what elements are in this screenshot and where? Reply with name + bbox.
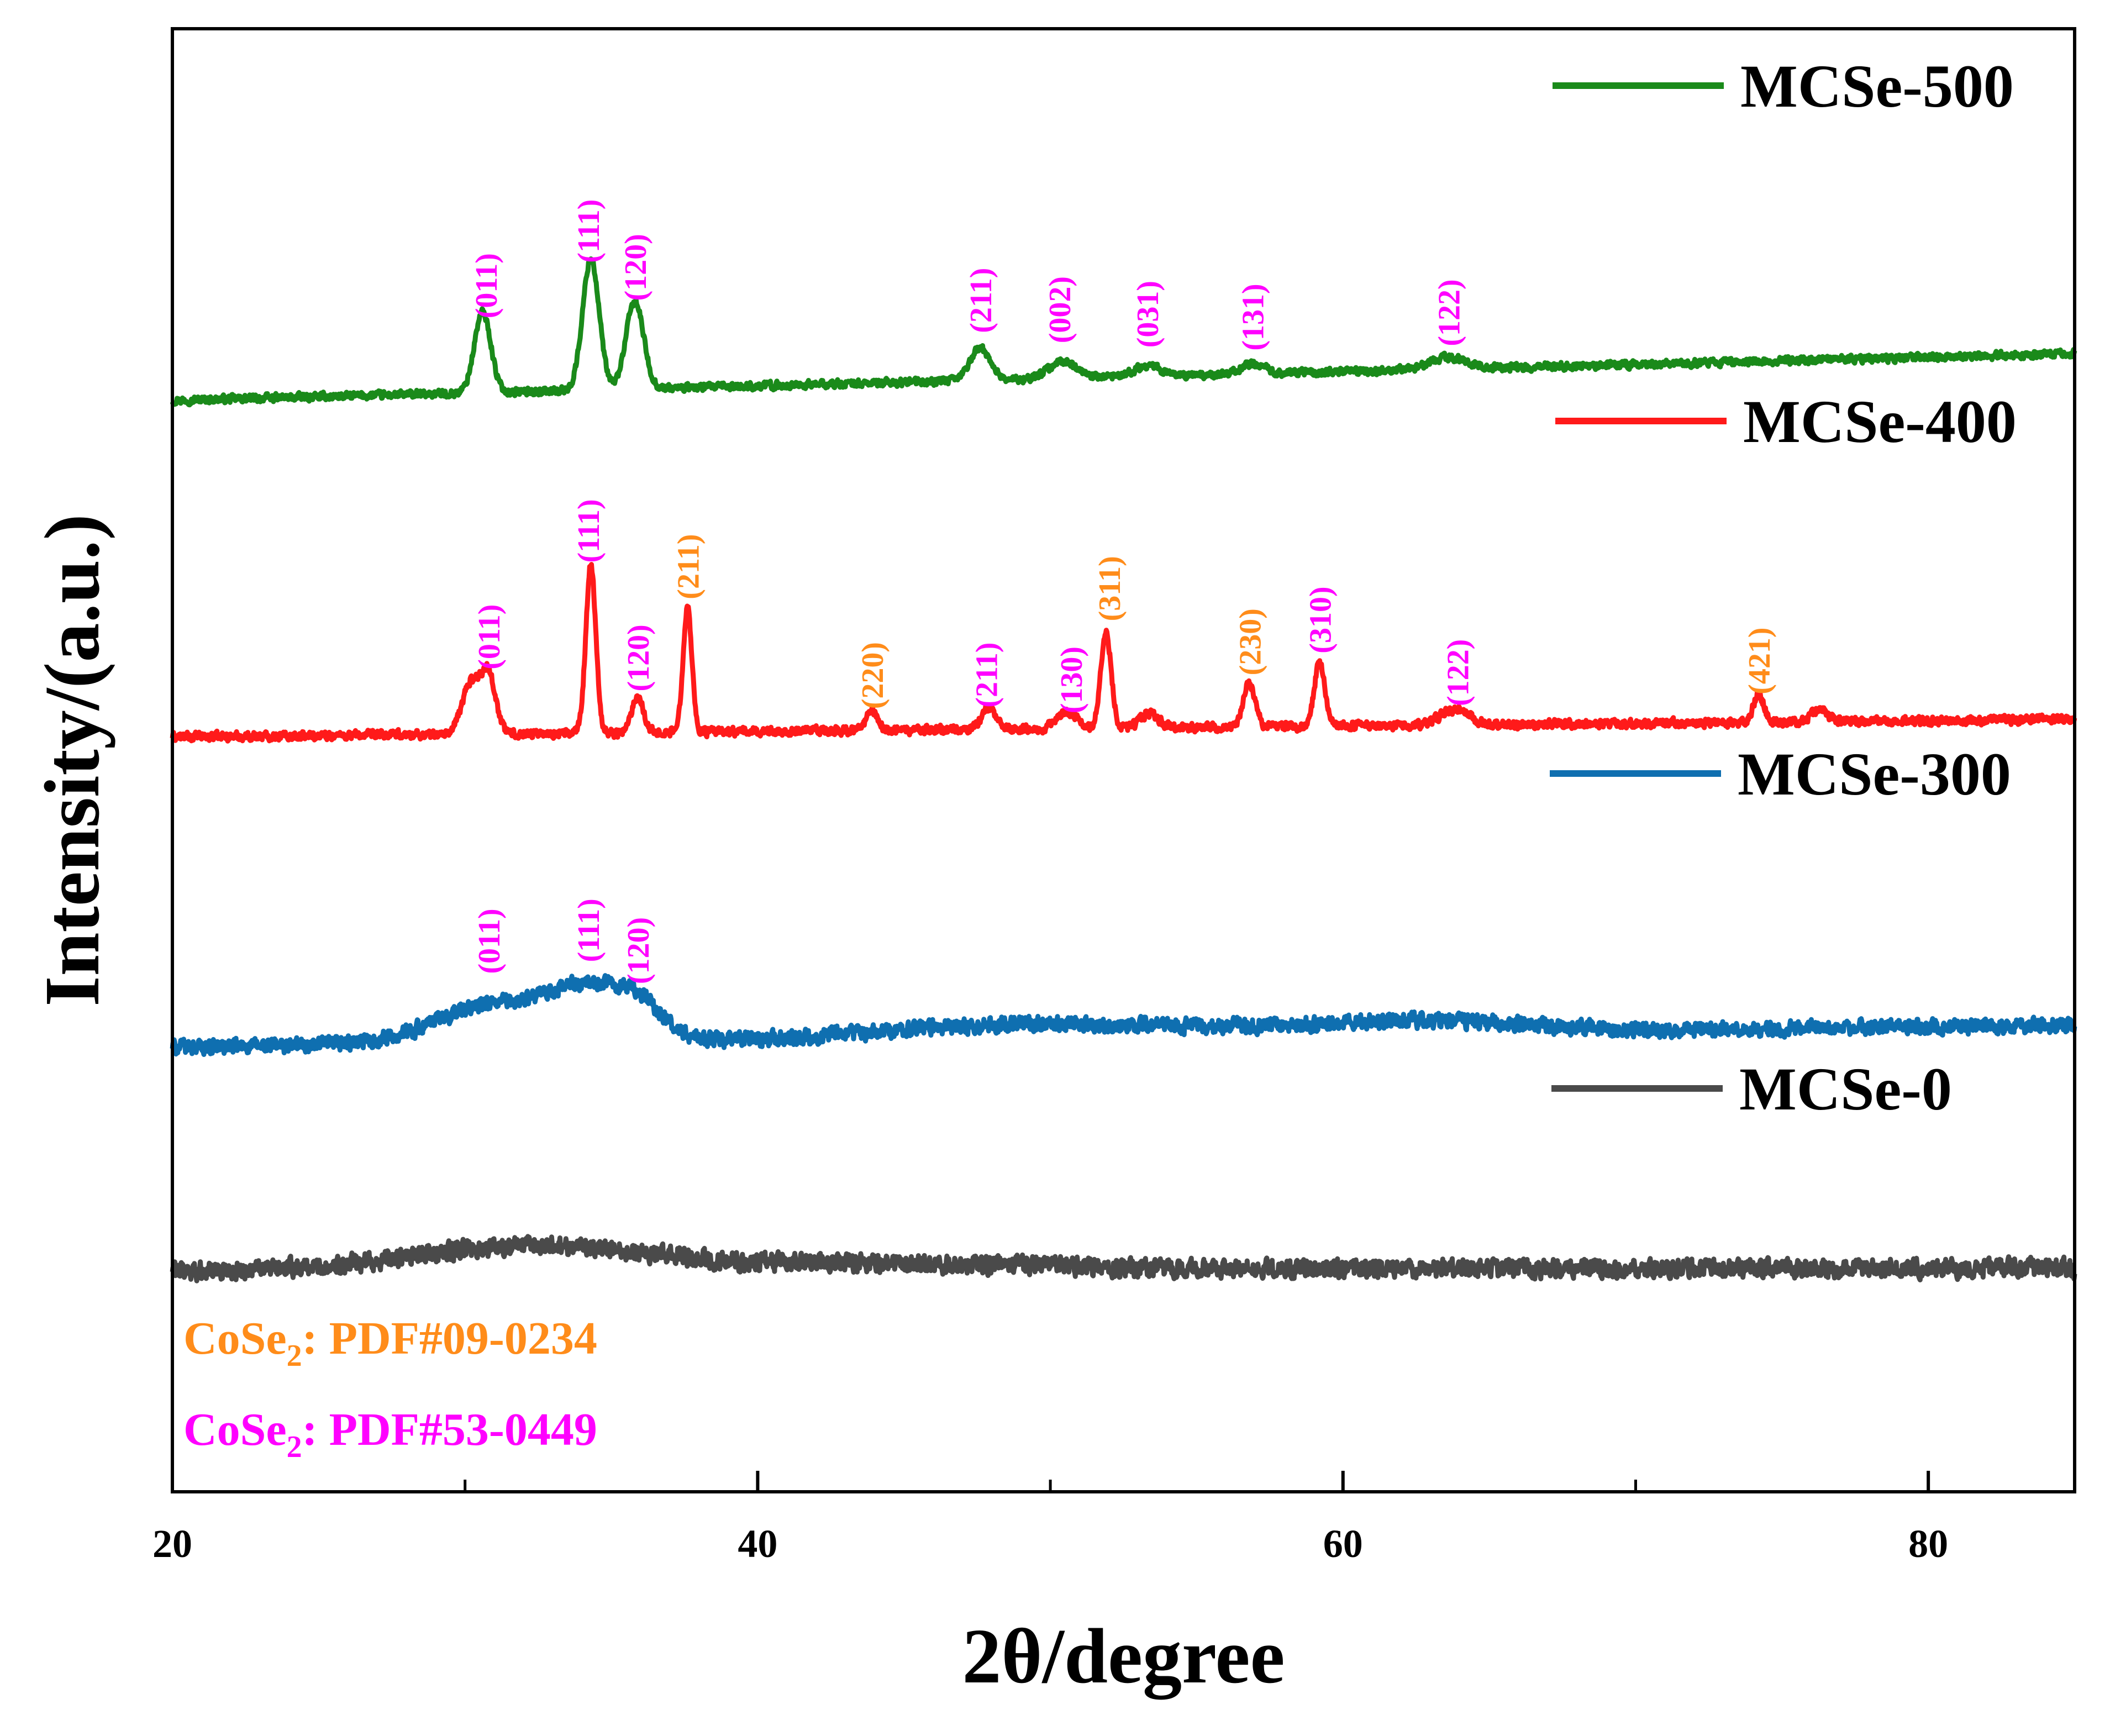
peak-label: (111) xyxy=(572,499,606,562)
y-axis-title: Intensity/(a.u.) xyxy=(28,514,115,1007)
peak-label: (011) xyxy=(472,908,507,974)
series-line-mcse-300 xyxy=(170,973,2077,1057)
peak-label: (220) xyxy=(856,642,890,709)
legend-entry-mcse-500: MCSe-500 xyxy=(1553,52,2014,120)
peak-label: (211) xyxy=(970,642,1004,707)
legend-entry-mcse-0: MCSe-0 xyxy=(1551,1055,1952,1123)
reference-note: CoSe2: PDF#53-0449 xyxy=(183,1404,597,1464)
peak-label: (131) xyxy=(1236,283,1271,350)
reference-note-card: : PDF#53-0449 xyxy=(302,1404,597,1455)
reference-note-subscript: 2 xyxy=(287,1430,302,1464)
peak-label: (011) xyxy=(472,604,507,670)
x-axis-title: 2θ/degree xyxy=(962,1612,1285,1700)
peak-label: (122) xyxy=(1441,639,1475,706)
peak-label: (002) xyxy=(1043,276,1077,343)
x-tick-label: 20 xyxy=(152,1522,192,1566)
x-tick-label: 40 xyxy=(738,1522,777,1566)
peak-label: (310) xyxy=(1303,586,1338,653)
reference-note-card: : PDF#09-0234 xyxy=(302,1313,597,1364)
legend-label: MCSe-500 xyxy=(1740,52,2014,120)
legend-label: MCSe-0 xyxy=(1739,1055,1952,1123)
peak-label: (111) xyxy=(572,199,606,263)
legend-label: MCSe-300 xyxy=(1738,740,2011,808)
peak-label: (011) xyxy=(470,253,504,318)
x-tick-label: 60 xyxy=(1323,1522,1363,1566)
peak-annotation-layer: (011) (111) (120) (211) (002) (031) (131) (122)… xyxy=(470,199,1777,985)
peak-label: (311) xyxy=(1093,556,1127,621)
peak-label: (031) xyxy=(1131,281,1165,348)
peak-label: (421) xyxy=(1743,628,1777,695)
legend: MCSe-500 MCSe-400 MCSe-300 MCSe-0 xyxy=(1550,52,2017,1123)
series-line-mcse-400 xyxy=(170,562,2077,744)
x-tick-label: 80 xyxy=(1908,1522,1948,1566)
peak-label: (130) xyxy=(1055,646,1089,713)
reference-note: CoSe2: PDF#09-0234 xyxy=(183,1313,597,1373)
legend-entry-mcse-300: MCSe-300 xyxy=(1550,740,2011,808)
reference-note-subscript: 2 xyxy=(287,1339,302,1373)
peak-label: (120) xyxy=(622,917,656,984)
reference-note-compound: CoSe xyxy=(183,1313,287,1364)
series-line-mcse-500 xyxy=(170,256,2077,408)
peak-label: (120) xyxy=(619,234,653,301)
peak-label: (111) xyxy=(572,898,606,962)
peak-label: (122) xyxy=(1433,279,1467,346)
plot-frame xyxy=(171,27,2076,1493)
legend-entry-mcse-400: MCSe-400 xyxy=(1555,388,2017,455)
peak-label: (211) xyxy=(964,268,998,333)
peak-label: (230) xyxy=(1233,608,1267,675)
peak-label: (120) xyxy=(622,624,656,691)
legend-label: MCSe-400 xyxy=(1743,388,2017,455)
series-layer xyxy=(170,256,2077,1283)
reference-note-compound: CoSe xyxy=(183,1404,287,1455)
x-axis: 20 40 60 80 xyxy=(152,1471,1948,1566)
series-line-mcse-0 xyxy=(170,1234,2077,1283)
peak-label: (211) xyxy=(671,534,706,599)
